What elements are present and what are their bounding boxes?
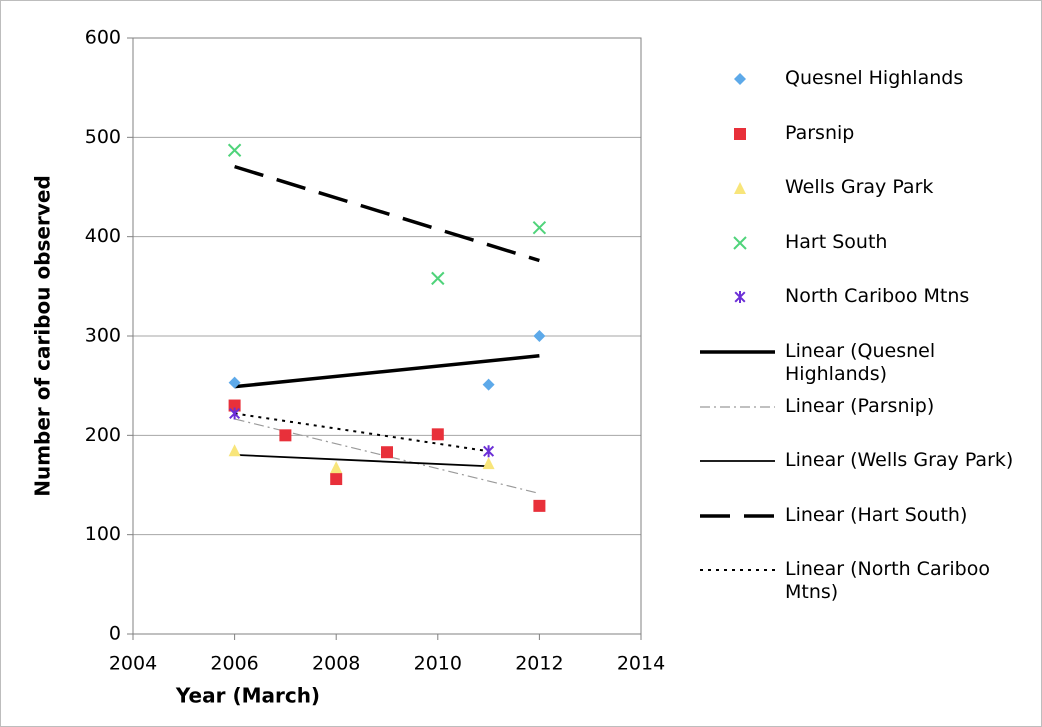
- x-tick-label: 2010: [414, 653, 462, 675]
- point: [482, 378, 495, 391]
- legend-label: North Cariboo Mtns: [785, 285, 970, 308]
- point: [483, 445, 495, 458]
- legend-key: [700, 460, 775, 463]
- x-tick-label: 2006: [210, 653, 258, 675]
- trendline: [234, 164, 540, 263]
- point: [734, 127, 746, 140]
- point: [733, 236, 747, 250]
- point: [533, 330, 546, 342]
- legend-item: Wells Gray Park: [695, 176, 1035, 231]
- legend-label: Linear (Wells Gray Park): [785, 449, 1014, 472]
- legend-key: [734, 291, 746, 304]
- x-axis-title: Year (March): [175, 684, 320, 708]
- legend-item: Quesnel Highlands: [695, 67, 1035, 122]
- point: [229, 407, 241, 420]
- legend-key: [734, 73, 746, 85]
- point: [734, 291, 746, 304]
- legend-key: [700, 350, 775, 354]
- legend-item: Linear (North Cariboo Mtns): [695, 558, 1035, 613]
- trendline: [234, 354, 540, 389]
- legend-item: Linear (Quesnel Highlands): [695, 340, 1035, 395]
- trendline: [234, 418, 540, 495]
- legend-item: Linear (Parsnip): [695, 395, 1035, 450]
- point: [381, 446, 393, 459]
- point: [228, 399, 241, 412]
- legend-item: Linear (Hart South): [695, 504, 1035, 559]
- point: [431, 428, 444, 441]
- y-axis-title: Number of caribou observed: [31, 175, 55, 497]
- trendline: [234, 412, 489, 453]
- legend-item: North Cariboo Mtns: [695, 285, 1035, 340]
- point: [734, 73, 746, 85]
- x-tick-label: 2004: [109, 653, 157, 675]
- point: [482, 457, 495, 470]
- point: [532, 221, 547, 235]
- x-tick-label: 2014: [617, 653, 665, 675]
- legend-label: Linear (North Cariboo Mtns): [785, 558, 990, 604]
- point: [279, 429, 292, 442]
- y-tick-label: 300: [85, 325, 121, 347]
- point: [228, 376, 241, 389]
- legend: Quesnel Highlands Parsnip Wells Gray Park H…: [695, 67, 1035, 613]
- y-tick-label: 600: [85, 27, 121, 49]
- legend-label: Linear (Parsnip): [785, 394, 935, 417]
- y-tick-label: 0: [109, 623, 121, 645]
- point: [227, 143, 242, 157]
- point: [431, 271, 445, 286]
- legend-label: Parsnip: [785, 121, 855, 144]
- trendline: [234, 453, 489, 468]
- legend-key: [734, 182, 746, 195]
- legend-item: Linear (Wells Gray Park): [695, 449, 1035, 504]
- y-tick-label: 100: [85, 523, 121, 545]
- x-tick-label: 2012: [515, 653, 563, 675]
- legend-label: Hart South: [785, 230, 888, 253]
- legend-key: [734, 127, 746, 140]
- legend-item: Hart South: [695, 231, 1035, 286]
- legend-key: [700, 405, 775, 408]
- point: [330, 461, 343, 474]
- legend-label: Linear (Hart South): [785, 503, 968, 526]
- legend-label: Quesnel Highlands: [785, 67, 964, 89]
- legend-label: Wells Gray Park: [785, 176, 934, 199]
- point: [330, 473, 343, 486]
- plot-border: [132, 37, 642, 635]
- legend-key: [700, 569, 775, 572]
- x-tick-label: 2008: [312, 653, 360, 675]
- legend-key: [733, 236, 747, 250]
- point: [228, 444, 241, 457]
- y-tick-label: 200: [85, 424, 121, 446]
- legend-key: [700, 514, 775, 518]
- y-tick-label: 400: [85, 225, 121, 247]
- point: [734, 182, 746, 195]
- legend-item: Parsnip: [695, 122, 1035, 177]
- point: [533, 499, 546, 512]
- y-tick-label: 500: [85, 126, 121, 148]
- legend-label: Linear (Quesnel Highlands): [785, 339, 936, 385]
